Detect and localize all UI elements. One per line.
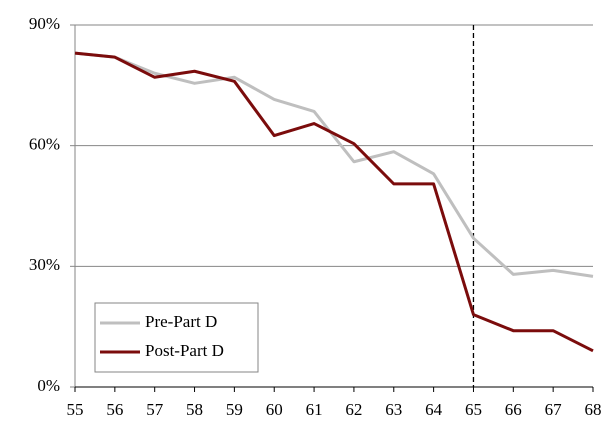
x-tick-label: 61: [306, 400, 323, 419]
y-tick-label: 30%: [29, 255, 60, 274]
y-tick-label: 0%: [37, 376, 60, 395]
legend-box: [94, 302, 259, 373]
x-tick-label: 58: [186, 400, 203, 419]
legend-label: Pre-Part D: [145, 312, 217, 331]
x-tick-label: 65: [465, 400, 482, 419]
x-tick-label: 64: [425, 400, 443, 419]
x-tick-label: 55: [67, 400, 84, 419]
y-tick-label: 90%: [29, 14, 60, 33]
series-line: [74, 51, 594, 278]
legend-label: Post-Part D: [145, 341, 224, 360]
x-tick-label: 57: [146, 400, 164, 419]
y-tick-label: 60%: [29, 135, 60, 154]
x-tick-label: 60: [266, 400, 283, 419]
x-tick-label: 66: [505, 400, 522, 419]
x-tick-label: 56: [106, 400, 123, 419]
x-tick-label: 59: [226, 400, 243, 419]
x-tick-label: 63: [385, 400, 402, 419]
x-tick-label: 62: [345, 400, 362, 419]
x-tick-label: 68: [585, 400, 602, 419]
series-line: [74, 51, 594, 353]
x-tick-label: 67: [545, 400, 563, 419]
